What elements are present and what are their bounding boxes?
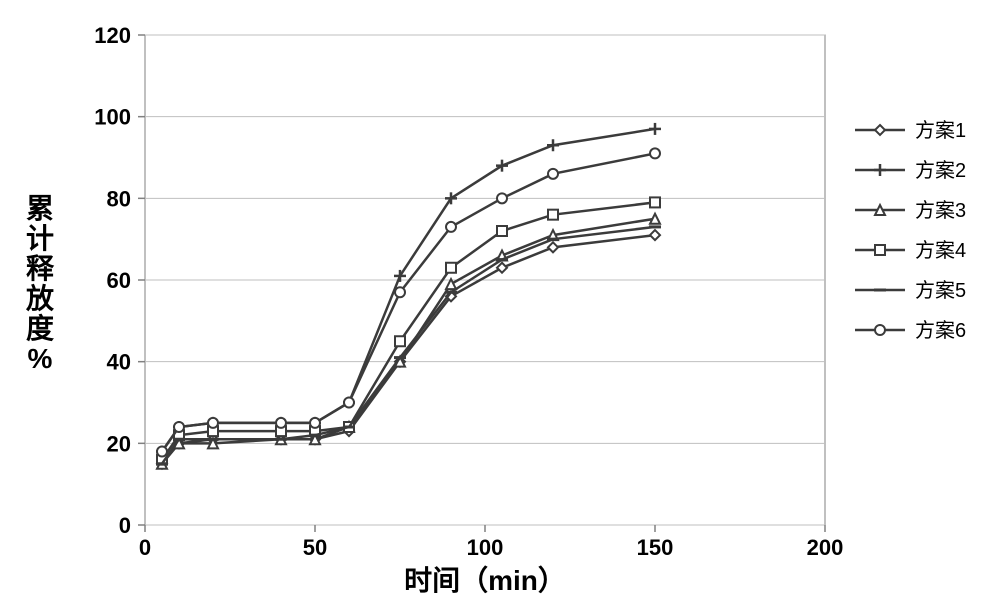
x-tick-label: 50	[303, 535, 327, 560]
x-tick-label: 200	[807, 535, 844, 560]
y-tick-label: 120	[94, 23, 131, 48]
y-axis-label-char: 放	[25, 282, 55, 314]
y-axis-label-char: 释	[26, 253, 55, 284]
legend-label: 方案2	[915, 159, 966, 182]
y-tick-label: 20	[107, 431, 131, 456]
x-tick-label: 150	[637, 535, 674, 560]
legend-label: 方案1	[915, 119, 966, 142]
y-tick-label: 0	[119, 513, 131, 538]
y-tick-label: 60	[107, 268, 131, 293]
legend-label: 方案3	[915, 199, 966, 222]
x-tick-label: 100	[467, 535, 504, 560]
legend-label: 方案6	[915, 319, 966, 342]
y-axis-label-char: 累	[26, 193, 54, 224]
y-tick-label: 40	[107, 350, 131, 375]
x-axis-label: 时间（min）	[404, 564, 566, 596]
legend-label: 方案5	[915, 279, 966, 302]
y-tick-label: 80	[107, 186, 131, 211]
x-tick-label: 0	[139, 535, 151, 560]
release-chart: 0 20 40 60 80 100 120 0 50 100 150 200 时间（min） 累计释放度%…	[0, 0, 1000, 600]
legend-label: 方案4	[915, 239, 966, 262]
y-axis-label-char: %	[28, 343, 53, 374]
y-tick-label: 100	[94, 105, 131, 130]
y-axis-label-char: 度	[26, 313, 54, 344]
y-axis-label-char: 计	[26, 223, 54, 254]
